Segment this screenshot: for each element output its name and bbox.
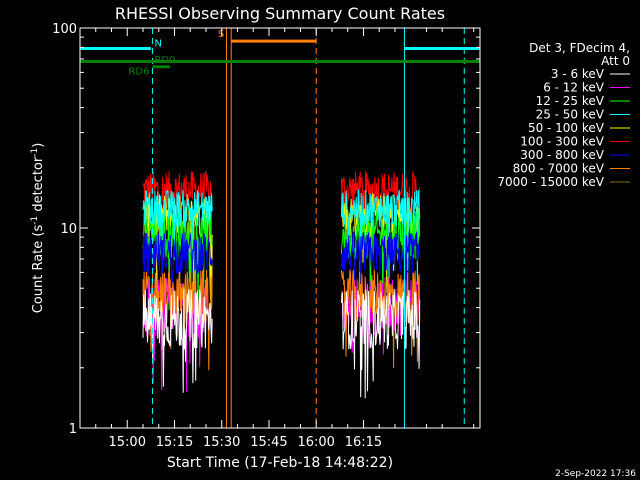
y-tick-label-0: 1 xyxy=(69,422,77,437)
series-3-segment-1 xyxy=(340,189,421,290)
flag-label-n: N xyxy=(154,38,161,49)
series-3-segment-0 xyxy=(142,189,213,265)
x-axis: 15:00 15:15 15:30 15:45 16:00 16:15 xyxy=(95,28,475,450)
series-4-segment-0 xyxy=(142,232,213,340)
y-axis-label: Count Rate (s-1 detector-1) xyxy=(30,143,46,314)
y-tick-label-1: 10 xyxy=(60,222,77,237)
legend-label-5: 100 - 300 keV xyxy=(520,135,604,149)
x-tick-label-3: 15:45 xyxy=(250,435,287,450)
data-traces xyxy=(80,28,465,428)
chart-title: RHESSI Observing Summary Count Rates xyxy=(115,4,445,23)
x-tick-label-1: 15:15 xyxy=(156,435,193,450)
plot-area xyxy=(80,28,465,428)
legend-label-1: 6 - 12 keV xyxy=(543,81,605,95)
y-axis: 1 10 100 xyxy=(52,22,480,437)
y-tick-label-2: 100 xyxy=(52,22,77,37)
x-axis-label: Start Time (17-Feb-18 14:48:22) xyxy=(167,455,393,471)
legend-label-2: 12 - 25 keV xyxy=(536,94,605,108)
x-tick-label-0: 15:00 xyxy=(109,435,146,450)
legend-label-4: 50 - 100 keV xyxy=(528,121,605,135)
x-tick-label-2: 15:30 xyxy=(203,435,240,450)
legend-header-line-2: Att 0 xyxy=(601,54,630,68)
x-tick-label-4: 16:00 xyxy=(297,435,334,450)
legend-label-3: 25 - 50 keV xyxy=(536,108,605,122)
series-7-segment-1 xyxy=(340,288,421,399)
flag-label-s: S xyxy=(218,29,224,40)
legend-label-0: 3 - 6 keV xyxy=(551,67,605,81)
footer-timestamp: 2-Sep-2022 17:36 xyxy=(555,469,636,479)
series-0-segment-0 xyxy=(142,170,213,265)
legend-label-7: 800 - 7000 keV xyxy=(513,162,605,176)
flag-label-rd6: RD6 xyxy=(128,66,149,77)
legend-label-6: 300 - 800 keV xyxy=(520,148,604,162)
legend-header-line-1: Det 3, FDecim 4, xyxy=(529,41,630,55)
x-tick-label-5: 16:15 xyxy=(345,435,382,450)
instrument-flags: NSRD0RD6 xyxy=(80,29,480,77)
legend-label-8: 7000 - 15000 keV xyxy=(497,175,604,189)
series-7-segment-0 xyxy=(142,288,213,393)
